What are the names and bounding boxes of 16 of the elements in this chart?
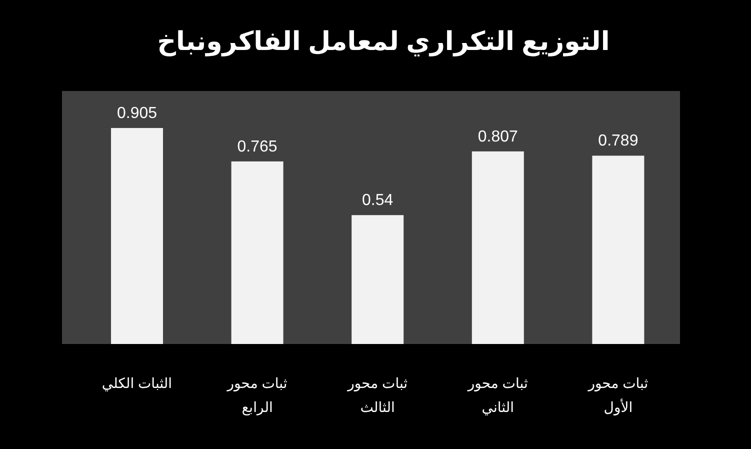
x-tick-label: ثبات محور الرابع (226, 375, 288, 416)
chart-title: التوزيع التكراري لمعامل الفاكرونباخ (157, 26, 610, 57)
bar (592, 156, 644, 344)
data-label: 0.789 (598, 132, 638, 150)
data-label: 0.807 (478, 128, 518, 146)
bar (352, 215, 404, 344)
bar (231, 161, 284, 344)
x-tick-label: ثبات محور الثاني (466, 375, 528, 416)
bar (111, 128, 163, 344)
data-label: 0.765 (237, 138, 278, 156)
bar (472, 151, 524, 344)
x-tick-label: ثبات محور الثالث (346, 375, 408, 415)
x-tick-label: ثبات محور الأول (587, 375, 648, 416)
data-label: 0.905 (116, 105, 158, 122)
x-tick-label: الثبات الكلي (102, 375, 172, 392)
data-label: 0.54 (362, 192, 394, 210)
